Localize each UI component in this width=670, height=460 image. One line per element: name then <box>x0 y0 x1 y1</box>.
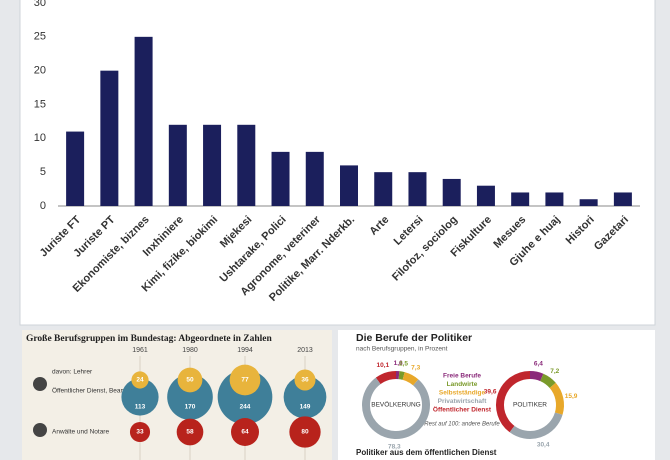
y-tick-label: 15 <box>34 98 46 110</box>
donut-value-label: 2,5 <box>399 360 408 367</box>
bubble-label: 80 <box>301 429 309 436</box>
bar-panel <box>19 0 656 326</box>
y-tick-label: 10 <box>34 132 46 144</box>
bar <box>237 124 256 206</box>
bubble <box>229 364 261 396</box>
donut-segment <box>496 371 531 433</box>
bubble-label: 33 <box>136 429 144 436</box>
year-label: 2013 <box>297 347 313 354</box>
bar <box>408 172 427 206</box>
donut-subtitle: nach Berufsgruppen, in Prozent <box>356 346 448 353</box>
donut-segment <box>540 373 556 389</box>
bubble-label: 24 <box>136 377 144 384</box>
bubble <box>283 375 327 419</box>
donut-title: Die Berufe der Politiker <box>356 332 472 344</box>
y-tick-label: 25 <box>34 31 46 43</box>
bubble-label: 244 <box>240 404 251 411</box>
bubble <box>231 418 259 446</box>
bubble <box>289 416 321 448</box>
donut-segment <box>402 372 419 386</box>
year-label: 1994 <box>237 347 253 354</box>
bubble <box>177 367 203 393</box>
bubble-label: 58 <box>186 429 194 436</box>
person-icon <box>33 377 47 391</box>
bar <box>134 36 153 207</box>
legend-entry: Freie Berufe <box>443 373 481 380</box>
bar <box>613 192 632 206</box>
bubble <box>129 421 151 443</box>
bubble <box>176 418 204 446</box>
donut-value-label: 78,3 <box>388 444 401 451</box>
donut-name: POLITIKER <box>513 402 547 409</box>
bar <box>271 151 290 206</box>
row-label: Öffentlicher Dienst, Beamte <box>52 387 132 395</box>
bubble <box>121 378 159 416</box>
bubble <box>294 369 316 391</box>
bar <box>476 185 495 206</box>
bubble-label: 113 <box>135 404 146 411</box>
donut-segment <box>529 371 544 382</box>
donut-value-label: 7,2 <box>550 368 559 375</box>
bar <box>579 199 598 206</box>
bar <box>511 192 530 206</box>
bar <box>545 192 564 206</box>
y-tick-label: 5 <box>40 166 46 178</box>
donut-note: Rest auf 100: andere Berufe <box>424 422 500 428</box>
bar <box>66 131 85 206</box>
person-icon <box>33 423 47 437</box>
bar <box>340 165 358 206</box>
y-tick-label: 0 <box>40 200 46 212</box>
bar <box>305 151 324 206</box>
bar <box>203 124 222 206</box>
donut-segment <box>398 371 405 380</box>
donut-footer: Politiker aus dem öffentlichen Dienst <box>356 448 497 457</box>
donut-segment <box>375 371 397 385</box>
donut-name: BEVÖLKERUNG <box>371 401 421 409</box>
donut-segment <box>549 382 564 415</box>
donut-value-label: 10,1 <box>377 362 390 369</box>
donut-value-label: 39,6 <box>484 388 497 395</box>
year-label: 1980 <box>182 347 198 354</box>
bubble <box>131 371 149 389</box>
legend-entry: Privatwirtschaft <box>438 398 488 405</box>
donut-value-label: 7,3 <box>411 365 420 372</box>
bubble-title: Große Berufsgruppen im Bundestag: Abgeor… <box>26 334 273 344</box>
donut-segment <box>509 412 563 439</box>
donut-value-label: 30,4 <box>537 442 550 449</box>
person-icons <box>33 377 47 437</box>
bubble-label: 77 <box>241 377 249 384</box>
year-label: 1961 <box>132 347 148 354</box>
legend-entry: Landwirte <box>447 381 478 388</box>
donut-segment <box>362 377 430 439</box>
row-label: Anwälte und Notare <box>52 429 109 436</box>
bubble-label: 149 <box>300 404 311 411</box>
row-label: davon: Lehrer <box>52 369 93 376</box>
legend-entry: Öffentlicher Dienst <box>433 405 492 414</box>
bar <box>168 124 187 206</box>
donut-value-label: 1,6 <box>394 360 403 367</box>
bar <box>374 172 393 206</box>
bubble-label: 170 <box>185 404 196 411</box>
bubble-label: 50 <box>186 377 194 384</box>
y-tick-label: 20 <box>34 65 46 77</box>
bubble <box>167 374 213 420</box>
y-tick-label: 30 <box>34 0 46 9</box>
bar <box>442 178 461 206</box>
legend-entry: Selbstständige <box>439 390 486 397</box>
bubble-label: 36 <box>301 377 309 384</box>
donut-value-label: 15,9 <box>565 393 578 400</box>
donut-value-label: 6,4 <box>534 361 543 368</box>
bar <box>100 70 119 207</box>
bubble-label: 64 <box>241 429 249 436</box>
